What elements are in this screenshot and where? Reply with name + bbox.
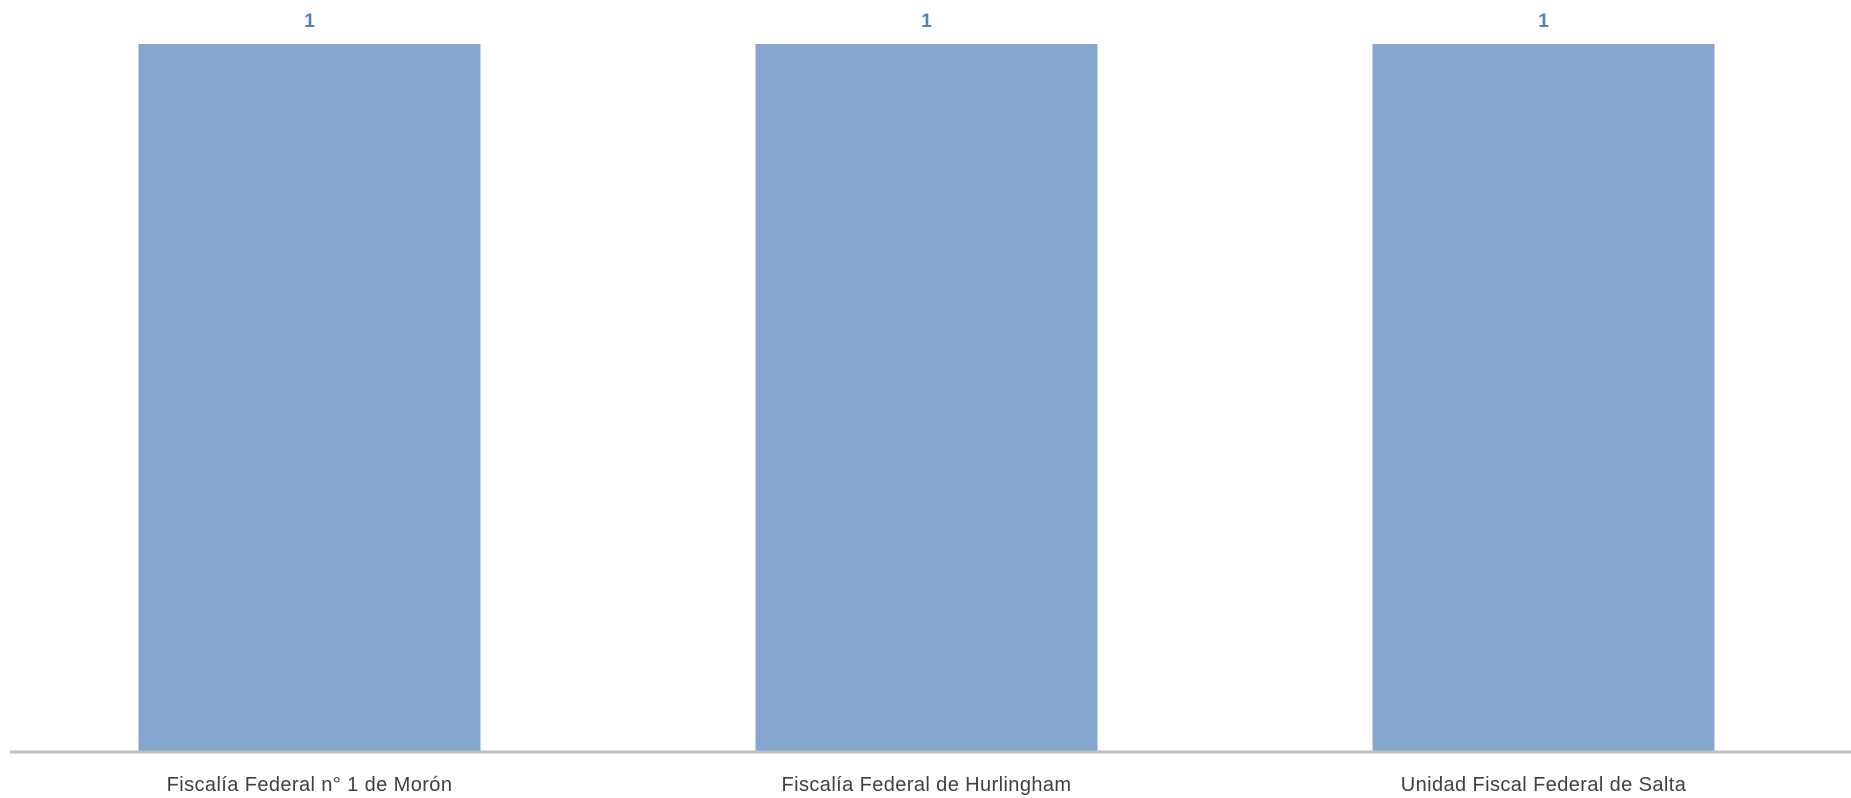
- category-label-3: Unidad Fiscal Federal de Salta: [1401, 774, 1687, 796]
- bar-3: [1372, 44, 1715, 752]
- category-label-1: Fiscalía Federal n° 1 de Morón: [167, 774, 453, 796]
- bar-value-label-1: 1: [304, 11, 315, 32]
- category-labels-layer: Fiscalía Federal n° 1 de Morón Fiscalía F…: [167, 774, 1687, 796]
- bars-layer: [138, 44, 1715, 752]
- bar-value-label-3: 1: [1538, 11, 1549, 32]
- data-labels-layer: 1 1 1: [304, 11, 1549, 32]
- bar-1: [138, 44, 481, 752]
- bar-value-label-2: 1: [921, 11, 932, 32]
- category-label-2: Fiscalía Federal de Hurlingham: [782, 774, 1072, 796]
- bar-2: [755, 44, 1098, 752]
